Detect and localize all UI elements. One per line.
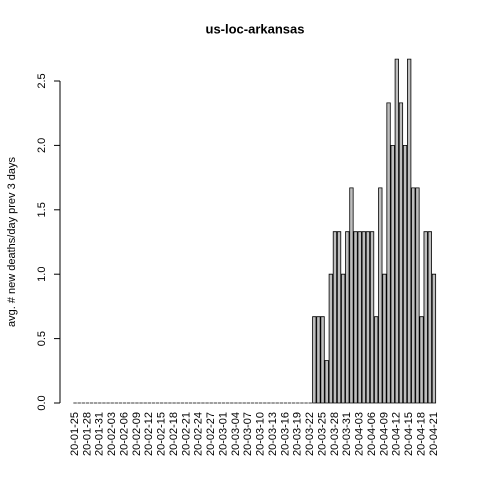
x-tick-label: 20-01-25 — [69, 412, 81, 456]
x-tick-label: 20-04-09 — [378, 412, 390, 456]
bar — [386, 102, 391, 404]
x-tick-label: 20-03-25 — [316, 412, 328, 456]
bar — [382, 273, 387, 404]
x-tick-label: 20-03-07 — [242, 412, 254, 456]
bar — [407, 58, 412, 404]
bar — [353, 231, 358, 404]
y-tick-label: 1.0 — [36, 267, 48, 282]
bar — [357, 231, 362, 404]
x-tick-label: 20-04-06 — [366, 412, 378, 456]
x-tick-label: 20-03-16 — [279, 412, 291, 456]
bar — [390, 145, 395, 404]
y-tick-label: 0.0 — [36, 395, 48, 410]
chart-title: us-loc-arkansas — [206, 21, 305, 36]
x-tick-label: 20-02-27 — [205, 412, 217, 456]
bar — [341, 273, 346, 404]
x-tick-label: 20-02-09 — [131, 412, 143, 456]
bar — [328, 273, 333, 404]
x-tick-label: 20-04-18 — [415, 412, 427, 456]
bar — [419, 316, 424, 404]
bar — [374, 316, 379, 404]
x-tick-label: 20-01-28 — [81, 412, 93, 456]
x-tick-label: 20-02-15 — [156, 412, 168, 456]
y-tick-label: 0.5 — [36, 331, 48, 346]
x-tick-label: 20-04-21 — [428, 412, 440, 456]
bar — [378, 187, 383, 404]
bar — [394, 58, 399, 404]
bar — [398, 102, 404, 404]
bar — [423, 231, 428, 404]
bar — [369, 231, 375, 404]
x-tick-label: 20-03-13 — [267, 412, 279, 456]
bar — [320, 316, 325, 404]
bar — [402, 145, 408, 404]
bar — [411, 187, 416, 404]
bar — [427, 231, 432, 404]
x-tick-label: 20-04-03 — [354, 412, 366, 456]
bar — [415, 187, 420, 404]
x-tick-label: 20-03-22 — [304, 412, 316, 456]
x-tick-label: 20-03-10 — [255, 412, 267, 456]
x-tick-label: 20-02-21 — [180, 412, 192, 456]
bar — [365, 231, 371, 404]
bar — [316, 316, 321, 404]
bar — [312, 316, 317, 404]
x-tick-label: 20-04-12 — [391, 412, 403, 456]
x-tick-label: 20-02-24 — [193, 412, 205, 456]
bar — [349, 187, 354, 404]
x-tick-label: 20-02-03 — [106, 412, 118, 456]
x-tick-label: 20-03-01 — [217, 412, 229, 456]
x-tick-label: 20-03-28 — [329, 412, 341, 456]
x-tick-label: 20-03-31 — [341, 412, 353, 456]
bar — [431, 273, 437, 404]
x-tick-label: 20-02-12 — [143, 412, 155, 456]
y-tick-label: 2.0 — [36, 138, 48, 153]
x-tick-label: 20-03-04 — [230, 412, 242, 456]
x-tick-label: 20-01-31 — [94, 412, 106, 456]
bar — [336, 231, 342, 404]
y-tick-label: 1.5 — [36, 202, 48, 217]
bar — [361, 231, 366, 404]
bar — [324, 360, 329, 404]
bar — [332, 231, 338, 404]
x-tick-label: 20-02-06 — [118, 412, 130, 456]
x-tick-label: 20-03-19 — [292, 412, 304, 456]
bar — [345, 231, 350, 404]
y-tick-label: 2.5 — [36, 73, 48, 88]
y-axis-label: avg. # new deaths/day prev 3 days — [6, 157, 18, 327]
x-tick-label: 20-02-18 — [168, 412, 180, 456]
x-tick-label: 20-04-15 — [403, 412, 415, 456]
